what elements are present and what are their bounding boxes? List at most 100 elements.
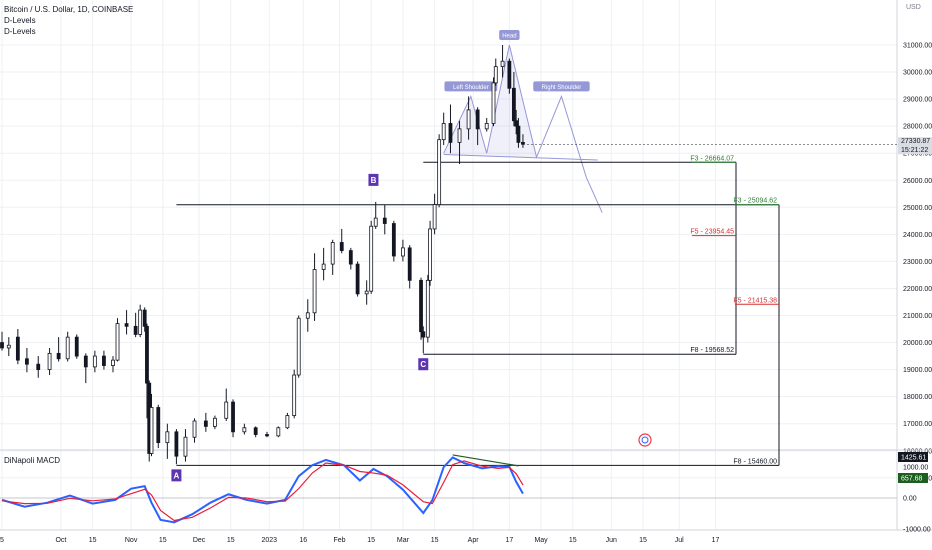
pattern-label-box xyxy=(444,81,498,92)
candle-body xyxy=(174,431,179,457)
macd-tick-label: 1000.00 xyxy=(903,464,928,471)
candle-body xyxy=(364,290,369,295)
candle-body xyxy=(102,355,106,366)
x-tick-label: 15 xyxy=(227,537,235,544)
candle-body xyxy=(74,336,79,357)
candle-body xyxy=(292,374,297,416)
candle-body xyxy=(355,263,360,295)
pattern-label-box xyxy=(499,30,520,40)
candle-body xyxy=(213,417,217,427)
macd-slow-line xyxy=(1,460,524,522)
candle-body xyxy=(382,217,387,224)
wave-point-badge xyxy=(368,173,379,186)
price-tick-label: 17000.00 xyxy=(903,421,932,428)
candle-body xyxy=(0,342,4,349)
x-tick-label: 16 xyxy=(299,537,307,544)
candle-body xyxy=(348,250,353,265)
candle-body xyxy=(149,407,154,454)
wave-point-badge xyxy=(171,469,182,482)
candle-body xyxy=(183,436,188,457)
price-tick-label: 30000.00 xyxy=(903,70,932,77)
x-tick-label: Oct xyxy=(55,537,66,544)
price-tick-label: 31000.00 xyxy=(903,43,932,50)
price-tick-label: 23000.00 xyxy=(903,259,932,266)
head-and-shoulders-path xyxy=(443,44,603,213)
indicator-label[interactable]: D-Levels xyxy=(4,27,36,36)
macd-tick-label: 0.00 xyxy=(903,496,917,503)
symbol-title[interactable]: Bitcoin / U.S. Dollar, 1D, COINBASE xyxy=(4,5,134,14)
candle-body xyxy=(253,427,258,435)
macd-title[interactable]: DiNapoli MACD xyxy=(4,456,61,465)
current-price-value: 27330.87 xyxy=(901,138,930,145)
price-tick-label: 16000.00 xyxy=(903,448,932,455)
fib-level-label: F8 - 15460.00 xyxy=(733,458,777,465)
price-tick-label: 24000.00 xyxy=(903,232,932,239)
candle-body xyxy=(428,228,432,281)
x-tick-label: Feb xyxy=(333,537,345,544)
candle-body xyxy=(425,279,430,338)
candle-body xyxy=(296,317,301,376)
x-tick-label: Apr xyxy=(468,537,480,544)
candle-body xyxy=(448,123,453,143)
candle-body xyxy=(484,123,489,130)
pattern-label: Head xyxy=(502,34,516,40)
candle-body xyxy=(138,309,143,335)
price-tick-label: 26000.00 xyxy=(903,178,932,185)
macd-tag xyxy=(898,452,928,462)
x-tick-label: 15 xyxy=(569,537,577,544)
pattern-label-box xyxy=(533,81,590,92)
x-tick-label: 5 xyxy=(0,537,4,544)
candle-body xyxy=(391,223,396,257)
fib-level-label: F5 - 23954.45 xyxy=(690,229,734,236)
price-tick-label: 22000.00 xyxy=(903,286,932,293)
fib-level-label: F3 - 25094.62 xyxy=(733,198,777,205)
candle-body xyxy=(156,407,161,444)
macd-value-high: 1425.61 xyxy=(901,455,926,462)
candle-body xyxy=(437,139,442,205)
candle-body xyxy=(285,415,290,429)
candle-body xyxy=(373,217,378,227)
pattern-label: Left Shoulder xyxy=(453,85,489,91)
candle-body xyxy=(491,82,496,124)
current-price-tag xyxy=(898,137,932,155)
fib-level-label: F5 - 21415.38 xyxy=(733,297,777,304)
candle-body xyxy=(466,109,471,130)
candle-body xyxy=(475,109,480,130)
price-tick-label: 20000.00 xyxy=(903,340,932,347)
price-tick-label: 28000.00 xyxy=(903,124,932,131)
x-tick-label: Mar xyxy=(397,537,410,544)
candle-body xyxy=(165,431,170,444)
candle-body xyxy=(15,336,20,361)
candle-body xyxy=(500,60,505,68)
candle-body xyxy=(92,355,97,368)
macd-value-low: 657.68 xyxy=(901,476,923,483)
candle-body xyxy=(330,242,335,265)
candle-body xyxy=(224,401,229,419)
candle-body xyxy=(276,427,281,437)
candle-body xyxy=(321,263,326,270)
candle-body xyxy=(203,420,208,427)
candle-body xyxy=(36,363,41,371)
wave-point-badge xyxy=(418,358,429,371)
candle-body xyxy=(507,60,512,89)
candle-body xyxy=(305,312,310,319)
x-tick-label: 15 xyxy=(367,537,375,544)
candle-body xyxy=(56,352,61,360)
candle-body xyxy=(514,120,519,127)
candle-body xyxy=(516,125,521,143)
wave-point-label: B xyxy=(371,176,377,185)
candle-body xyxy=(192,420,197,438)
candle-body xyxy=(65,336,70,360)
candle-body xyxy=(145,325,149,384)
indicator-label[interactable]: D-Levels xyxy=(4,16,36,25)
candle-body xyxy=(83,355,88,368)
x-tick-label: 17 xyxy=(505,537,513,544)
neckline xyxy=(443,154,598,161)
x-tick-label: 15 xyxy=(89,537,97,544)
candle-body xyxy=(511,87,516,122)
candle-body xyxy=(25,358,29,365)
price-tick-label: 19000.00 xyxy=(903,367,932,374)
candle-body xyxy=(231,401,235,433)
candle-body xyxy=(369,225,374,292)
candle-body xyxy=(133,325,138,335)
